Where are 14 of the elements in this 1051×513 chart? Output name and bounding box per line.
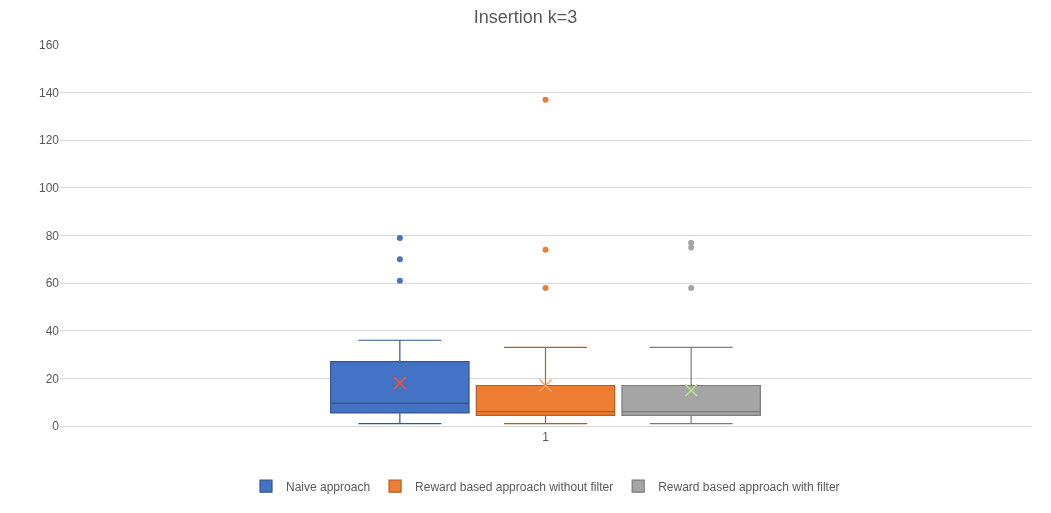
legend-label: Reward based approach with filter: [658, 479, 840, 494]
y-tick-label: 0: [52, 419, 60, 434]
y-tick-label: 120: [38, 133, 60, 148]
chart-title: Insertion k=3: [473, 6, 578, 27]
y-tick-label: 80: [45, 228, 60, 243]
y-tick-label: 20: [45, 371, 60, 386]
legend-label: Reward based approach without filter: [415, 479, 614, 494]
y-tick-label: 160: [38, 38, 60, 53]
y-tick-label: 60: [45, 276, 60, 291]
y-tick-label: 140: [38, 85, 60, 100]
legend-label: Naive approach: [286, 479, 371, 494]
y-tick-label: 40: [45, 323, 60, 338]
x-tick-label: 1: [542, 430, 550, 445]
y-tick-label: 100: [38, 181, 60, 196]
